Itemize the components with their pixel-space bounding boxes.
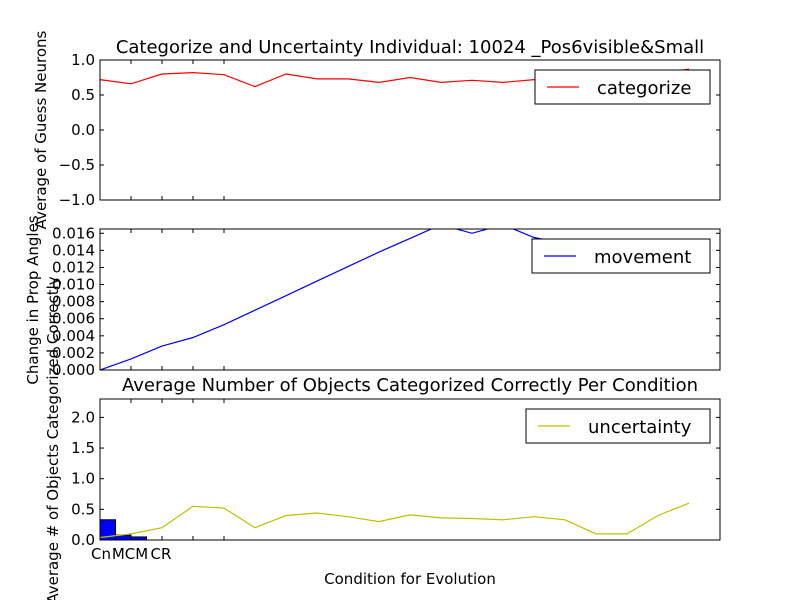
categorize-ytick-label: −1.0 xyxy=(59,191,95,209)
movement-ytick-label: 0.000 xyxy=(52,361,95,379)
uncertainty-panel-xlabel: Condition for Evolution xyxy=(324,570,496,588)
categorize-ytick-label: 1.0 xyxy=(71,51,95,69)
movement-legend-label: movement xyxy=(594,247,691,268)
uncertainty-legend-label: uncertainty xyxy=(588,417,692,438)
uncertainty-ytick-label: 1.5 xyxy=(71,439,95,457)
uncertainty-ytick-label: 0.0 xyxy=(71,531,95,549)
categorize-ytick-label: 0.5 xyxy=(71,86,95,104)
uncertainty-xtick-mcm: MCM xyxy=(112,545,148,563)
uncertainty-panel-ylabel: Average # of Objects Categorized Correct… xyxy=(44,276,62,600)
uncertainty-ytick-label: 1.0 xyxy=(71,470,95,488)
categorize-legend-label: categorize xyxy=(597,78,691,99)
uncertainty-ytick-label: 0.5 xyxy=(71,500,95,518)
movement-ytick-label: 0.002 xyxy=(52,344,95,362)
categorize-panel: Categorize and Uncertainty Individual: 1… xyxy=(32,30,721,229)
movement-panel-ylabel: Change in Prop Angles xyxy=(24,215,42,384)
movement-panel: Change in Prop Angles 0.0000.0020.0040.0… xyxy=(24,215,721,385)
uncertainty-xtick-cr: CR xyxy=(151,545,172,563)
categorize-ytick-label: 0.0 xyxy=(71,121,95,139)
uncertainty-ytick-label: 2.0 xyxy=(71,408,95,426)
movement-ytick-label: 0.008 xyxy=(52,293,95,311)
categorize-panel-title: Categorize and Uncertainty Individual: 1… xyxy=(116,37,704,58)
uncertainty-series-line xyxy=(100,502,690,539)
categorize-ytick-label: −0.5 xyxy=(59,156,95,174)
movement-ytick-label: 0.014 xyxy=(52,241,95,259)
movement-ytick-label: 0.004 xyxy=(52,327,95,345)
movement-axes-frame xyxy=(99,228,721,371)
movement-ytick-label: 0.006 xyxy=(52,310,95,328)
uncertainty-axes-frame xyxy=(99,398,721,541)
movement-ytick-label: 0.010 xyxy=(52,276,95,294)
categorize-panel-ylabel: Average of Guess Neurons xyxy=(32,30,50,229)
uncertainty-xtick-cn: Cn xyxy=(91,545,111,563)
uncertainty-panel-title: Average Number of Objects Categorized Co… xyxy=(122,375,698,396)
movement-ytick-label: 0.016 xyxy=(52,224,95,242)
movement-ytick-label: 0.012 xyxy=(52,258,95,276)
uncertainty-panel: Average Number of Objects Categorized Co… xyxy=(44,276,721,600)
